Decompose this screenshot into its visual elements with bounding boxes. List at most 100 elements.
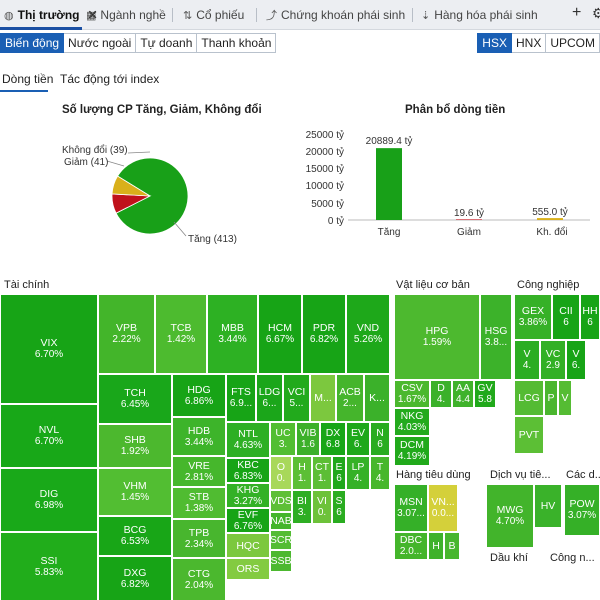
treemap-cell-tpb[interactable]: TPB 2.34% bbox=[172, 519, 226, 558]
tab-chung-khoan-phai-sinh[interactable]: ⤴ Chứng khoán phái sinh bbox=[266, 0, 405, 30]
treemap-cell-lcg[interactable]: LCG bbox=[514, 380, 544, 416]
treemap-cell-hv[interactable]: HV bbox=[534, 484, 562, 528]
treemap-cell-d[interactable]: D 4. bbox=[430, 380, 452, 408]
treemap-cell-h[interactable]: H bbox=[428, 532, 444, 560]
treemap-cell-vc[interactable]: VC 2.9 bbox=[540, 340, 566, 380]
panel-tab-tac-dong[interactable]: Tác động tới index bbox=[60, 72, 160, 86]
pie-slice-unchanged[interactable] bbox=[111, 175, 151, 197]
tab-nganh-nghe[interactable]: ▦ Ngành nghề bbox=[86, 0, 166, 30]
treemap-cell-uc[interactable]: UC 3. bbox=[270, 422, 296, 456]
treemap-cell-gex[interactable]: GEX 3.86% bbox=[514, 294, 552, 340]
treemap-cell-scr[interactable]: SCR bbox=[270, 530, 292, 550]
treemap-cell-dcm[interactable]: DCM 4.19% bbox=[394, 436, 430, 466]
treemap-cell-kbc[interactable]: KBC 6.83% bbox=[226, 458, 270, 483]
add-tab-icon[interactable]: + bbox=[572, 4, 582, 21]
treemap-cell-v[interactable]: V 6. bbox=[566, 340, 586, 380]
subtab-tu-doanh[interactable]: Tự doanh bbox=[136, 33, 198, 53]
treemap-cell-p[interactable]: P bbox=[544, 380, 558, 416]
treemap-cell-bcg[interactable]: BCG 6.53% bbox=[98, 516, 172, 556]
tab-hang-hoa-phai-sinh[interactable]: ⇣ Hàng hóa phái sinh bbox=[421, 0, 538, 30]
treemap-cell-hpg[interactable]: HPG 1.59% bbox=[394, 294, 480, 380]
treemap-cell-vci[interactable]: VCI 5... bbox=[283, 374, 310, 422]
panel-tab-dong-tien[interactable]: Dòng tiền bbox=[2, 72, 54, 86]
treemap-cell-nvl[interactable]: NVL 6.70% bbox=[0, 404, 98, 468]
treemap-cell-dxg[interactable]: DXG 6.82% bbox=[98, 556, 172, 600]
treemap-cell-hqc[interactable]: HQC bbox=[226, 533, 270, 558]
treemap-cell-vnd[interactable]: VND 5.26% bbox=[346, 294, 390, 374]
treemap-cell-mbb[interactable]: MBB 3.44% bbox=[207, 294, 258, 374]
treemap-cell-gv[interactable]: GV 5.8 bbox=[474, 380, 496, 408]
treemap-cell-vre[interactable]: VRE 2.81% bbox=[172, 456, 226, 487]
bar-giam[interactable] bbox=[456, 219, 482, 220]
treemap-cell-stb[interactable]: STB 1.38% bbox=[172, 487, 226, 519]
treemap-cell-v[interactable]: V bbox=[558, 380, 572, 416]
treemap-cell-lp[interactable]: LP 4. bbox=[346, 456, 370, 490]
treemap-cell-pdr[interactable]: PDR 6.82% bbox=[302, 294, 346, 374]
treemap-cell-khg[interactable]: KHG 3.27% bbox=[226, 483, 270, 508]
treemap-cell-ssi[interactable]: SSI 5.83% bbox=[0, 532, 98, 600]
treemap-cell-t[interactable]: T 4. bbox=[370, 456, 390, 490]
treemap-cell-vpb[interactable]: VPB 2.22% bbox=[98, 294, 155, 374]
treemap-cell-nab[interactable]: NAB bbox=[270, 512, 292, 530]
treemap-cell-vib[interactable]: VIB 1.6 bbox=[296, 422, 320, 456]
treemap-cell-evf[interactable]: EVF 6.76% bbox=[226, 508, 270, 533]
treemap-cell-acb[interactable]: ACB 2... bbox=[336, 374, 364, 422]
tab-thi-truong[interactable]: ◍ Thị trường ✕ bbox=[4, 0, 98, 30]
subtab-thanh-khoan[interactable]: Thanh khoản bbox=[197, 33, 277, 53]
treemap-cell-ssb[interactable]: SSB bbox=[270, 550, 292, 572]
treemap-cell-dx[interactable]: DX 6.8 bbox=[320, 422, 346, 456]
treemap-cell-m[interactable]: M... bbox=[310, 374, 336, 422]
tab-co-phieu[interactable]: ⇅ Cổ phiếu bbox=[183, 0, 244, 30]
pie-slice-up[interactable] bbox=[115, 157, 189, 235]
exchange-hsx[interactable]: HSX bbox=[477, 33, 512, 53]
treemap-cell-v[interactable]: V 4. bbox=[514, 340, 540, 380]
treemap-cell-tcb[interactable]: TCB 1.42% bbox=[155, 294, 207, 374]
treemap-cell-nkg[interactable]: NKG 4.03% bbox=[394, 408, 430, 436]
treemap-cell-hsg[interactable]: HSG 3.8... bbox=[480, 294, 512, 380]
bar-khong-doi[interactable] bbox=[537, 218, 563, 220]
treemap-cell-ors[interactable]: ORS bbox=[226, 558, 270, 580]
treemap-cell-csv[interactable]: CSV 1.67% bbox=[394, 380, 430, 408]
exchange-hnx[interactable]: HNX bbox=[511, 33, 547, 53]
treemap-cell-ev[interactable]: EV 6. bbox=[346, 422, 370, 456]
subtab-bien-dong[interactable]: Biến động bbox=[0, 33, 65, 53]
treemap-cell-hcm[interactable]: HCM 6.67% bbox=[258, 294, 302, 374]
treemap-cell-hdb[interactable]: HDB 3.44% bbox=[172, 417, 226, 456]
treemap-cell-mwg[interactable]: MWG 4.70% bbox=[486, 484, 534, 548]
treemap-cell-b[interactable]: B bbox=[444, 532, 460, 560]
ticker-label: HDB bbox=[187, 424, 211, 437]
treemap-cell-hdg[interactable]: HDG 6.86% bbox=[172, 374, 226, 417]
treemap-cell-k[interactable]: K... bbox=[364, 374, 390, 422]
treemap-cell-ldg[interactable]: LDG 6... bbox=[256, 374, 283, 422]
exchange-upcom[interactable]: UPCOM bbox=[546, 33, 600, 53]
treemap-cell-pow[interactable]: POW 3.07% bbox=[564, 484, 600, 536]
gear-icon[interactable]: ⚙ bbox=[592, 5, 600, 21]
treemap-cell-vn[interactable]: VN... 0.0... bbox=[428, 484, 458, 532]
treemap-cell-msn[interactable]: MSN 3.07... bbox=[394, 484, 428, 532]
treemap-cell-vi[interactable]: VI 0. bbox=[312, 490, 332, 524]
treemap-cell-fts[interactable]: FTS 6.9... bbox=[226, 374, 256, 422]
subtab-nuoc-ngoai[interactable]: Nước ngoài bbox=[64, 33, 137, 53]
treemap-cell-vds[interactable]: VDS bbox=[270, 490, 292, 512]
treemap-cell-pvt[interactable]: PVT bbox=[514, 416, 544, 454]
treemap-cell-h[interactable]: H 1. bbox=[292, 456, 312, 490]
treemap-cell-ct[interactable]: CT 1. bbox=[312, 456, 332, 490]
treemap-cell-o[interactable]: O 0. bbox=[270, 456, 292, 490]
treemap-cell-aa[interactable]: AA 4.4 bbox=[452, 380, 474, 408]
treemap-cell-hh[interactable]: HH 6 bbox=[580, 294, 600, 340]
close-icon[interactable]: ✕ bbox=[87, 8, 98, 22]
treemap-cell-dig[interactable]: DIG 6.98% bbox=[0, 468, 98, 532]
treemap-cell-ntl[interactable]: NTL 4.63% bbox=[226, 422, 270, 458]
treemap-cell-tch[interactable]: TCH 6.45% bbox=[98, 374, 172, 424]
treemap-cell-shb[interactable]: SHB 1.92% bbox=[98, 424, 172, 468]
treemap-cell-bi[interactable]: BI 3. bbox=[292, 490, 312, 524]
treemap-cell-dbc[interactable]: DBC 2.0... bbox=[394, 532, 428, 560]
treemap-cell-vhm[interactable]: VHM 1.45% bbox=[98, 468, 172, 516]
bar-tang[interactable] bbox=[376, 148, 402, 220]
treemap-cell-ctg[interactable]: CTG 2.04% bbox=[172, 558, 226, 600]
treemap-cell-cii[interactable]: CII 6 bbox=[552, 294, 580, 340]
treemap-cell-vix[interactable]: VIX 6.70% bbox=[0, 294, 98, 404]
